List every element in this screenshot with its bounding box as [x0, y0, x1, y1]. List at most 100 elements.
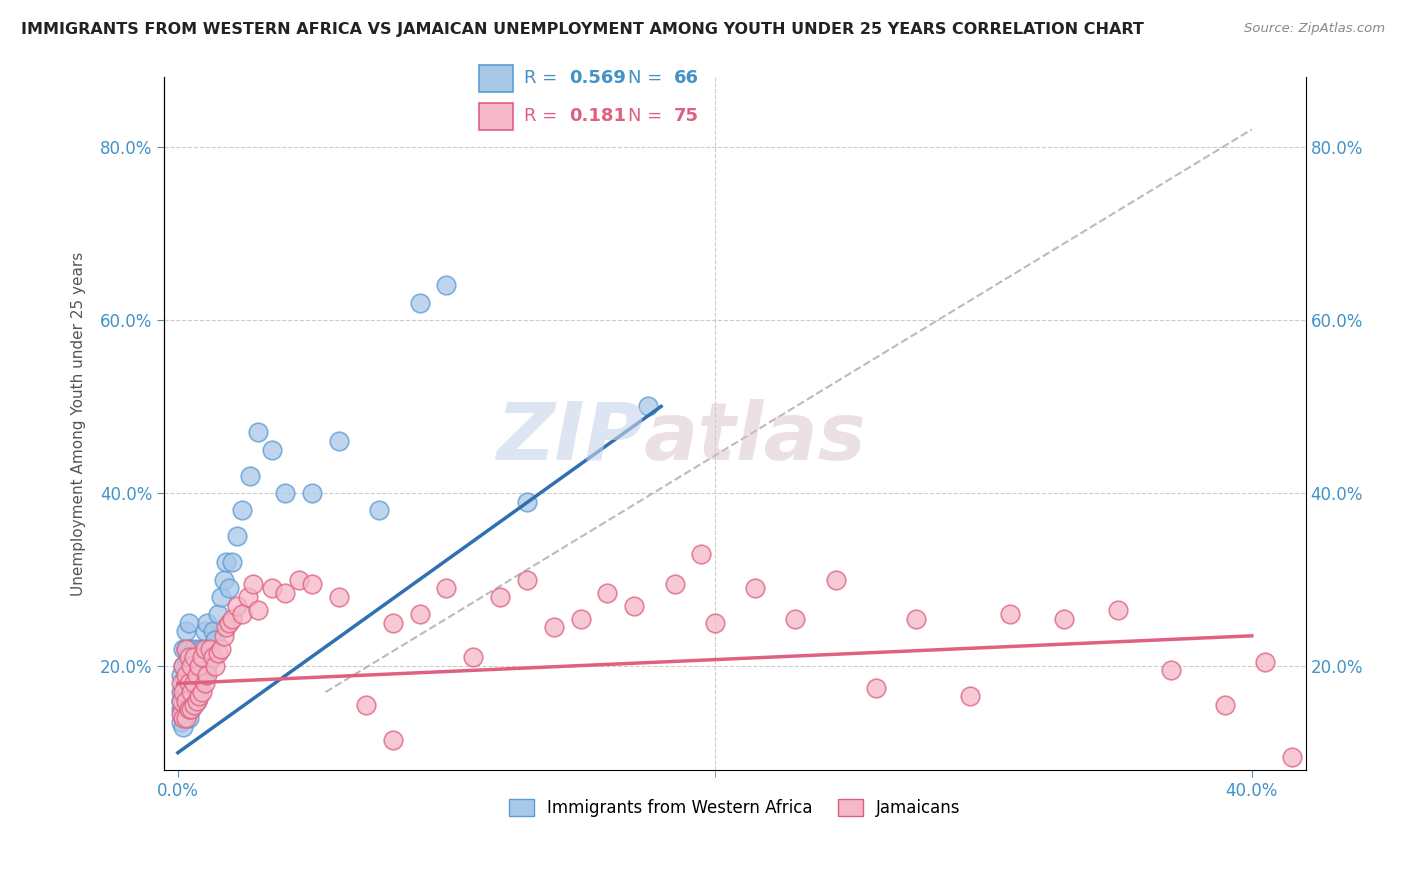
- Point: [201, 624, 224, 639]
- Point: [177, 702, 200, 716]
- Point: [201, 650, 224, 665]
- Point: [218, 615, 240, 630]
- Point: [169, 667, 191, 681]
- Point: [177, 650, 200, 665]
- Point: [865, 681, 887, 695]
- Point: [172, 711, 194, 725]
- Point: [174, 685, 197, 699]
- Point: [489, 590, 512, 604]
- Text: atlas: atlas: [644, 399, 866, 476]
- Point: [172, 702, 194, 716]
- Point: [177, 615, 200, 630]
- Point: [191, 650, 214, 665]
- Text: 75: 75: [673, 107, 699, 125]
- Point: [690, 547, 713, 561]
- Point: [172, 685, 194, 699]
- Point: [1107, 603, 1129, 617]
- Point: [204, 659, 226, 673]
- Point: [209, 590, 232, 604]
- Point: [274, 585, 297, 599]
- Point: [177, 676, 200, 690]
- Point: [623, 599, 645, 613]
- Point: [183, 641, 205, 656]
- Point: [596, 585, 619, 599]
- Point: [172, 676, 194, 690]
- Point: [209, 641, 232, 656]
- Point: [169, 685, 191, 699]
- Point: [172, 720, 194, 734]
- Point: [354, 698, 377, 712]
- Point: [174, 667, 197, 681]
- Point: [703, 615, 725, 630]
- Point: [226, 529, 249, 543]
- Point: [186, 667, 208, 681]
- Point: [172, 641, 194, 656]
- Point: [569, 611, 592, 625]
- Point: [1160, 664, 1182, 678]
- Point: [174, 694, 197, 708]
- Point: [785, 611, 807, 625]
- Point: [368, 503, 391, 517]
- Point: [824, 573, 846, 587]
- Point: [664, 577, 686, 591]
- Text: R =: R =: [524, 69, 564, 87]
- Point: [197, 667, 219, 681]
- Point: [186, 694, 208, 708]
- Point: [183, 650, 205, 665]
- Point: [194, 676, 217, 690]
- Point: [169, 706, 191, 721]
- Point: [516, 573, 538, 587]
- Point: [204, 633, 226, 648]
- Point: [207, 607, 229, 622]
- Point: [172, 659, 194, 673]
- Point: [183, 698, 205, 712]
- Point: [221, 555, 243, 569]
- Point: [221, 611, 243, 625]
- Point: [188, 690, 211, 704]
- Point: [186, 676, 208, 690]
- Point: [172, 659, 194, 673]
- Point: [328, 590, 350, 604]
- Point: [274, 486, 297, 500]
- Point: [212, 573, 235, 587]
- Text: N =: N =: [628, 69, 668, 87]
- Point: [434, 581, 457, 595]
- Point: [191, 667, 214, 681]
- Point: [959, 690, 981, 704]
- Point: [180, 667, 202, 681]
- Point: [180, 702, 202, 716]
- Point: [543, 620, 565, 634]
- Point: [212, 629, 235, 643]
- Point: [169, 676, 191, 690]
- Point: [260, 442, 283, 457]
- Point: [381, 615, 404, 630]
- Point: [174, 676, 197, 690]
- Point: [198, 641, 221, 656]
- Point: [180, 659, 202, 673]
- Text: IMMIGRANTS FROM WESTERN AFRICA VS JAMAICAN UNEMPLOYMENT AMONG YOUTH UNDER 25 YEA: IMMIGRANTS FROM WESTERN AFRICA VS JAMAIC…: [21, 22, 1144, 37]
- Point: [226, 599, 249, 613]
- Point: [174, 711, 197, 725]
- Bar: [479, 103, 513, 130]
- Text: R =: R =: [524, 107, 569, 125]
- Point: [191, 641, 214, 656]
- Point: [191, 685, 214, 699]
- Point: [463, 650, 485, 665]
- Point: [177, 694, 200, 708]
- Point: [207, 646, 229, 660]
- Text: 0.181: 0.181: [569, 107, 627, 125]
- Point: [177, 641, 200, 656]
- Point: [1053, 611, 1076, 625]
- Point: [637, 400, 659, 414]
- Point: [186, 694, 208, 708]
- Point: [174, 641, 197, 656]
- Text: Source: ZipAtlas.com: Source: ZipAtlas.com: [1244, 22, 1385, 36]
- Point: [180, 702, 202, 716]
- Point: [247, 425, 270, 440]
- Point: [169, 694, 191, 708]
- Point: [183, 694, 205, 708]
- Point: [905, 611, 928, 625]
- Point: [169, 715, 191, 730]
- Point: [183, 676, 205, 690]
- Point: [242, 577, 264, 591]
